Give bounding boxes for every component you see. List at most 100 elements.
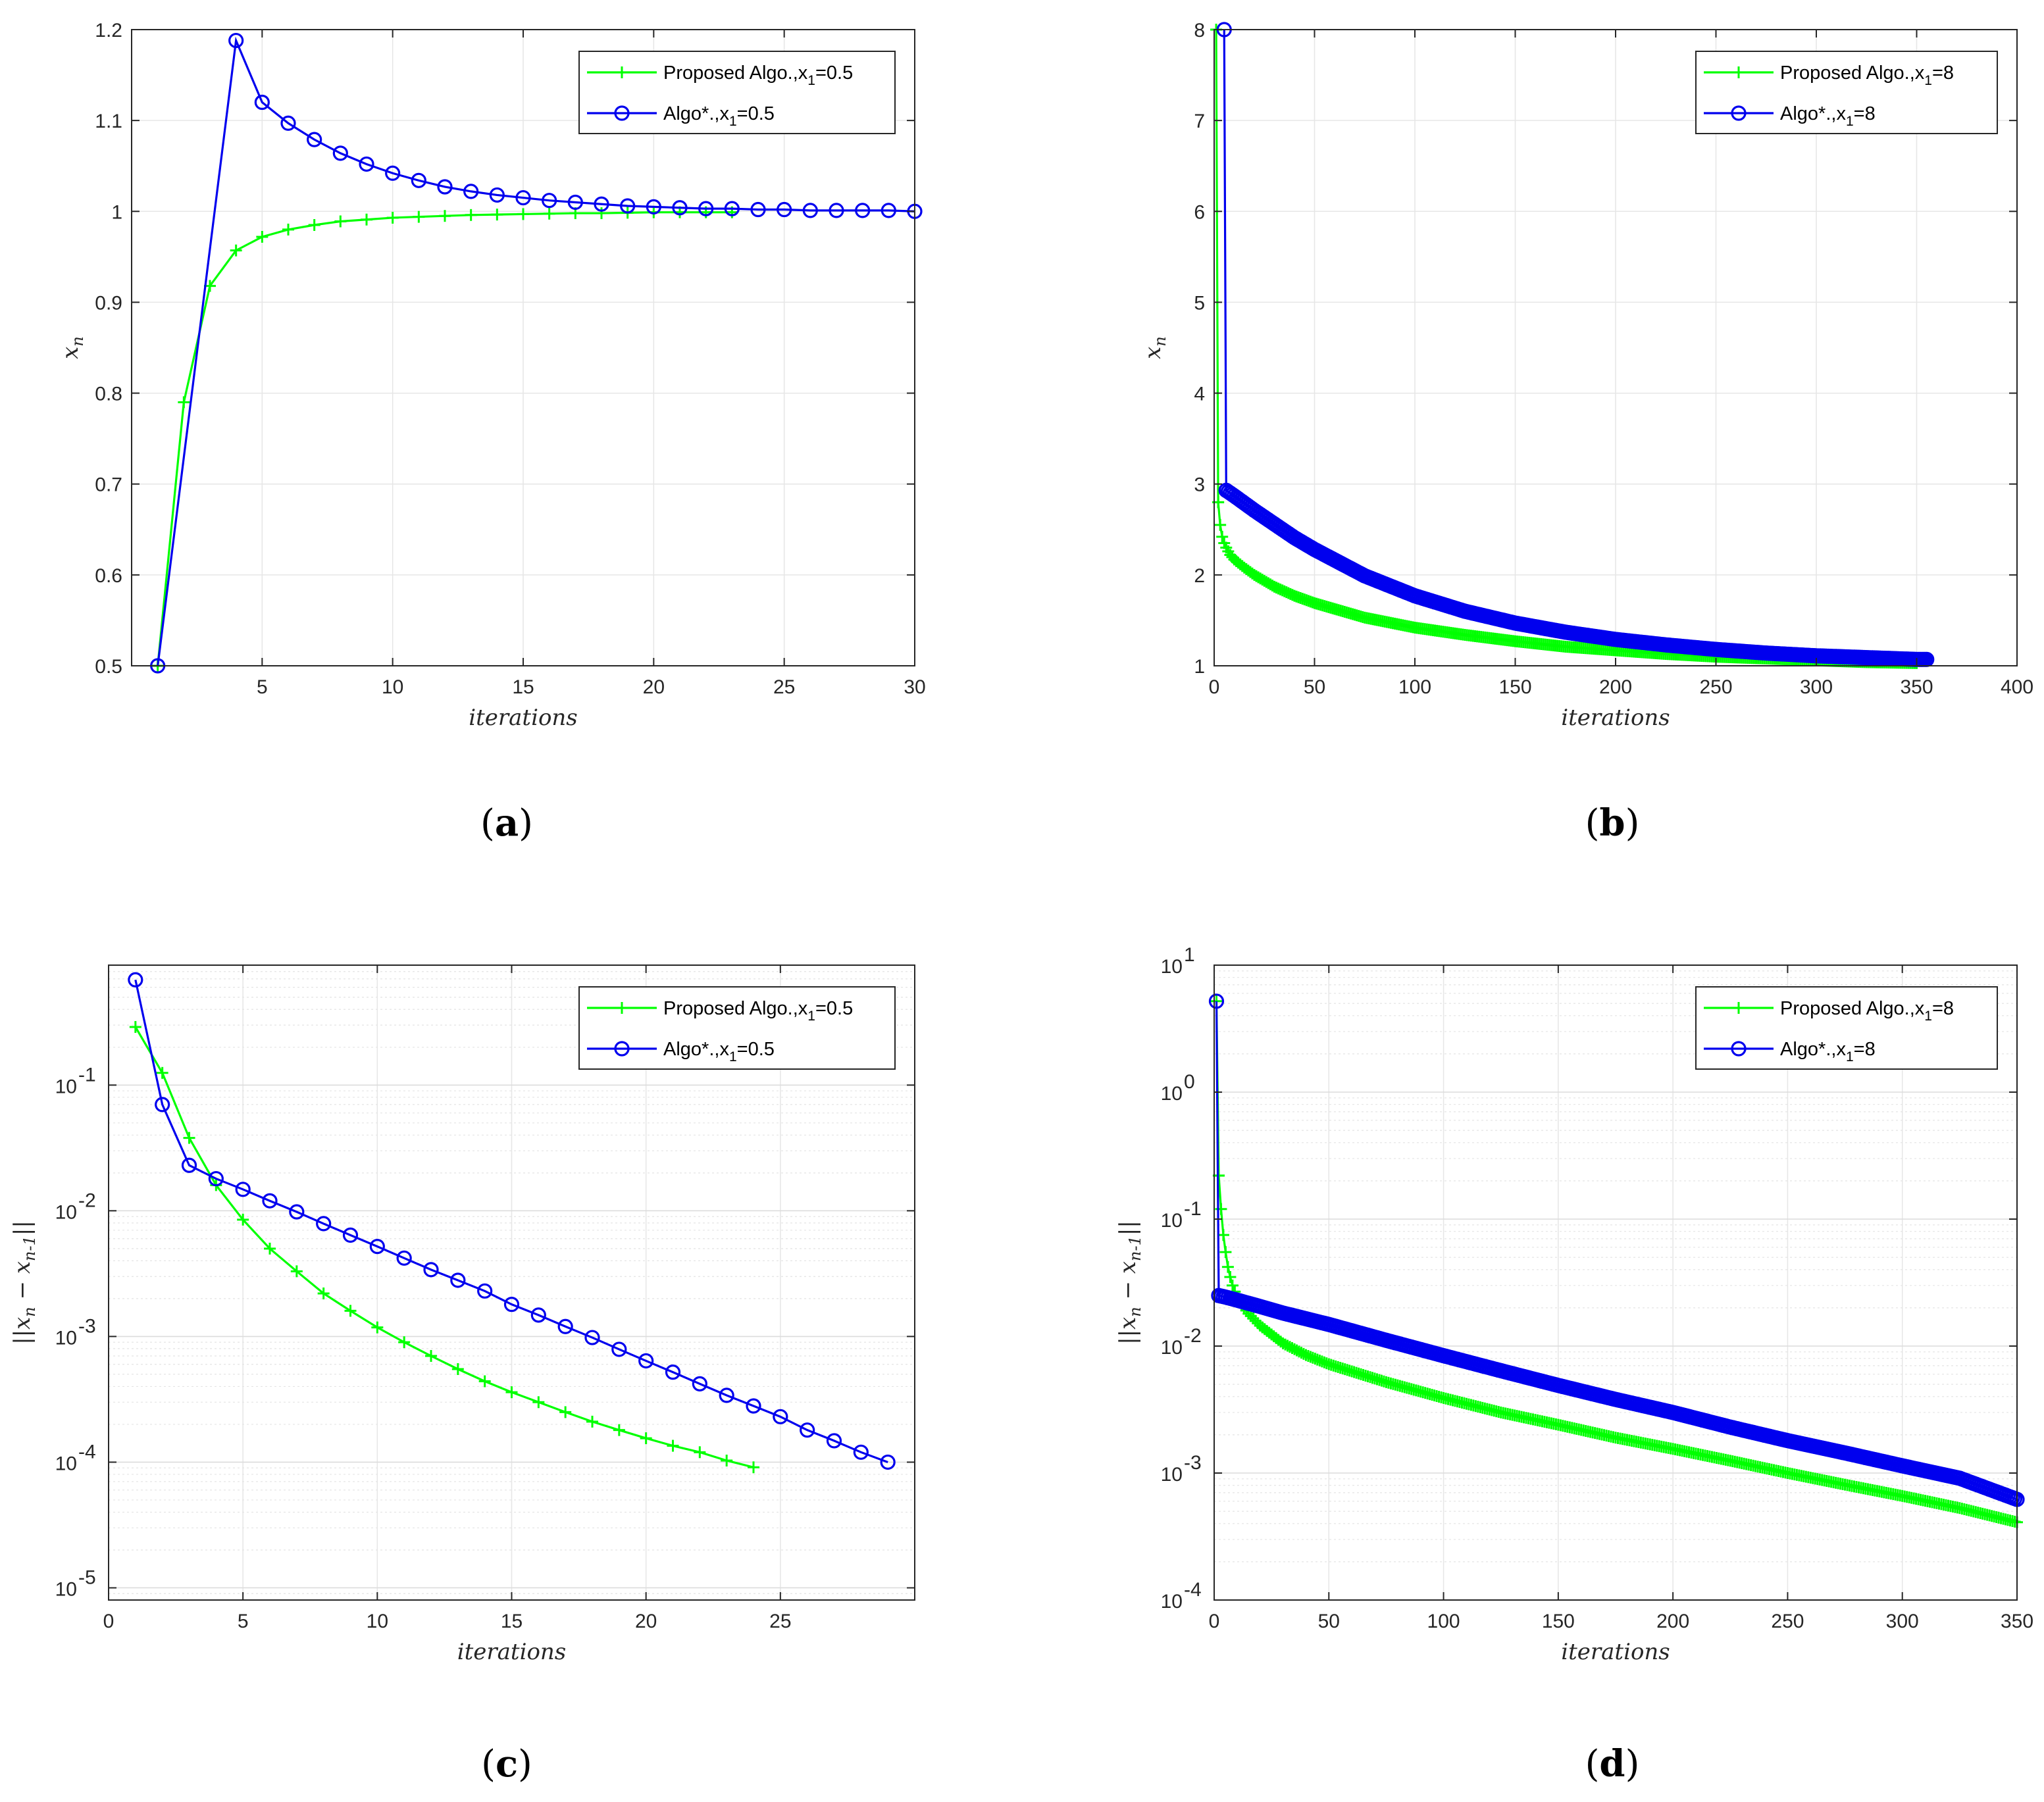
x-tick-label: 0 — [1209, 676, 1220, 698]
x-tick-label: 5 — [238, 1611, 249, 1632]
data-point-plus — [237, 1213, 249, 1226]
data-point-plus — [586, 1415, 598, 1428]
data-point-plus — [386, 211, 399, 224]
panel-label-letter: c — [496, 1742, 518, 1786]
x-tick-label: 400 — [2001, 676, 2033, 698]
data-point-plus — [478, 1375, 491, 1388]
data-point-plus — [694, 1446, 706, 1459]
y-tick-label: 10 — [55, 1578, 77, 1600]
data-point-circle — [584, 1330, 600, 1345]
y-axis-label: ||xn − xn-1|| — [1115, 1220, 1144, 1345]
data-point-plus — [596, 207, 607, 220]
x-tick-label: 350 — [2001, 1611, 2033, 1632]
data-point-plus — [1226, 1279, 1239, 1291]
panel-a: 5 10 15 20 25 30 0.5 0.6 0.7 0.8 0.9 1 1.1 1.2 iterati… — [57, 20, 926, 845]
x-tick-label: 100 — [1398, 676, 1431, 698]
legend-entry: Algo*.,x1=0.5 — [587, 103, 775, 129]
y-tick-label: 8 — [1194, 20, 1205, 41]
legend-name: Algo*.,x — [663, 103, 729, 124]
legend-tail: =8 — [1854, 1039, 1876, 1060]
data-point-circle — [359, 156, 374, 172]
y-tick-label: 0.8 — [95, 384, 122, 405]
legend-entry: Algo*.,x1=0.5 — [587, 1039, 775, 1064]
data-point-circle — [411, 172, 426, 188]
grid — [1214, 965, 2018, 1601]
y-label-part: ||x — [1115, 1317, 1141, 1345]
x-tick-label: 25 — [773, 676, 795, 698]
data-point-plus — [1221, 1261, 1234, 1273]
data-point-circle — [235, 1182, 251, 1197]
legend-tail: =0.5 — [737, 103, 775, 124]
y-tick-label: 10 — [55, 1327, 77, 1349]
data-point-circle — [342, 1227, 359, 1243]
x-tick-label: 150 — [1542, 1611, 1575, 1632]
panel-d: 0 50 100 150 200 250 300 35010-410-310-210-1100… — [1115, 944, 2033, 1786]
data-point-circle — [280, 115, 296, 131]
y-tick-label: 10 — [1161, 1591, 1183, 1613]
ticks: 5 10 15 20 25 30 0.5 0.6 0.7 0.8 0.9 1 1.1 1.2 — [95, 20, 925, 698]
y-tick-exponent: -1 — [78, 1064, 96, 1086]
legend-tail: =0.5 — [737, 1039, 775, 1060]
data-point-plus — [413, 211, 425, 223]
legend-marker-circle — [1731, 1041, 1747, 1057]
data-point-circle — [638, 1353, 654, 1369]
data-point-plus — [256, 230, 268, 243]
data-point-circle — [332, 145, 348, 161]
legend-label: Proposed Algo.,x1=0.5 — [663, 63, 853, 88]
y-tick-label: 1 — [1194, 656, 1205, 678]
panel-label: (a) — [480, 801, 533, 845]
panel-label-letter: d — [1599, 1742, 1625, 1786]
data-point-plus — [543, 207, 555, 220]
legend-label: Proposed Algo.,x1=8 — [1780, 63, 1954, 88]
legend-entry: Proposed Algo.,x1=8 — [1704, 998, 1954, 1024]
legend-name: Proposed Algo.,x — [663, 63, 808, 84]
data-point-circle — [489, 187, 505, 203]
data-point-plus — [425, 1349, 437, 1362]
data-point-circle — [746, 1398, 761, 1414]
data-point-circle — [289, 1204, 305, 1220]
legend-sub: 1 — [807, 1009, 815, 1024]
data-point-plus — [334, 215, 347, 228]
data-point-circle — [646, 199, 661, 214]
x-tick-label: 20 — [635, 1611, 657, 1632]
data-point-plus — [532, 1396, 545, 1409]
legend-name: Algo*.,x — [1780, 1039, 1846, 1060]
y-tick-exponent: -3 — [78, 1315, 96, 1337]
y-tick-label: 0.6 — [95, 565, 122, 587]
data-point-circle — [719, 1388, 734, 1403]
data-point-circle — [228, 32, 244, 49]
y-axis-label: ||xn − xn-1|| — [9, 1220, 39, 1345]
panel-label-paren: ) — [1625, 802, 1640, 845]
data-point-plus — [178, 396, 190, 409]
y-label-sub: n — [1126, 1307, 1144, 1316]
y-tick-exponent: 1 — [1184, 944, 1195, 966]
data-point-circle — [515, 189, 531, 206]
data-point-plus — [290, 1265, 303, 1278]
data-point-plus — [1216, 530, 1229, 543]
panel-label-paren: ( — [1585, 802, 1600, 845]
legend-entry: Proposed Algo.,x1=0.5 — [587, 63, 853, 88]
series-line — [134, 1026, 754, 1468]
x-tick-label: 30 — [904, 676, 925, 698]
legend-label: Algo*.,x1=8 — [1780, 1039, 1876, 1064]
data-point-circle — [463, 184, 479, 199]
y-label-part: x — [57, 347, 84, 359]
grid — [108, 964, 915, 1601]
data-point-circle — [880, 1454, 896, 1470]
legend-tail: =0.5 — [815, 63, 853, 84]
x-tick-label: 0 — [103, 1611, 115, 1632]
y-tick-label: 10 — [1161, 1210, 1183, 1232]
data-point-circle — [802, 203, 818, 218]
series-blue — [128, 972, 896, 1470]
y-label-part: ||x — [9, 1317, 36, 1345]
panel-label-paren: ) — [1625, 1743, 1640, 1786]
panel-label-paren: ( — [1585, 1743, 1600, 1786]
panel-label-paren: ) — [518, 1743, 532, 1786]
x-tick-label: 15 — [501, 1611, 523, 1632]
data-point-plus — [129, 1020, 141, 1033]
panel-label-letter: b — [1599, 801, 1625, 845]
data-point-circle — [385, 165, 401, 181]
y-label-part: − x — [1115, 1261, 1141, 1307]
data-point-plus — [344, 1305, 357, 1317]
data-point-plus — [439, 210, 451, 222]
